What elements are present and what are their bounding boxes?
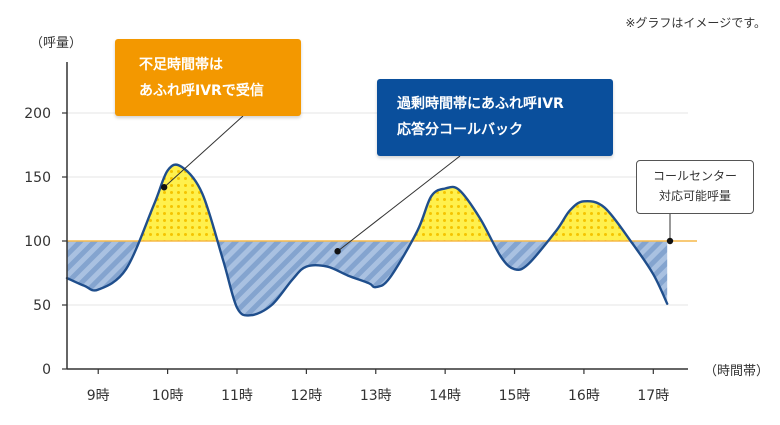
x-tick-label-17: 17時 xyxy=(637,388,669,404)
surplus-callout-line-2: 応答分コールバック xyxy=(397,122,523,138)
shortage-leader-line xyxy=(163,115,244,188)
x-tick-label-10: 10時 xyxy=(152,388,184,404)
surplus-marker-dot xyxy=(334,248,341,255)
y-tick-label-100: 100 xyxy=(24,234,51,250)
surplus-callout-line-1: 過剰時間帯にあふれ呼IVR xyxy=(397,96,564,112)
x-ticks: 9時 10時 11時 12時 13時 14時 15時 16時 17時 xyxy=(87,369,669,404)
shortage-marker-dot xyxy=(160,184,168,191)
shortage-callout-line-1: 不足時間帯は xyxy=(139,57,223,73)
shortage-area xyxy=(67,241,668,316)
capacity-legend-line-1: コールセンター xyxy=(652,169,737,183)
x-tick-label-12: 12時 xyxy=(290,388,322,404)
surplus-leader-line xyxy=(337,155,461,252)
shortage-callout-line-2: あふれ呼IVRで受信 xyxy=(139,83,264,99)
surplus-area xyxy=(67,164,668,241)
y-tick-label-50: 50 xyxy=(33,298,51,314)
x-tick-label-9: 9時 xyxy=(87,388,110,404)
y-tick-label-0: 0 xyxy=(42,362,51,378)
x-tick-label-14: 14時 xyxy=(429,388,461,404)
capacity-legend-box: コールセンター 対応可能呼量 xyxy=(636,160,754,214)
capacity-marker-dot xyxy=(666,237,674,245)
disclaimer-note: ※グラフはイメージです。 xyxy=(625,16,766,30)
x-tick-label-16: 16時 xyxy=(568,388,600,404)
capacity-legend-line-2: 対応可能呼量 xyxy=(658,189,731,203)
x-axis-label: （時間帯） xyxy=(704,364,769,379)
x-tick-label-13: 13時 xyxy=(360,388,392,404)
y-axis-label: （呼量） xyxy=(30,36,82,51)
call-volume-line xyxy=(65,163,669,317)
y-tick-label-200: 200 xyxy=(24,106,51,122)
callout-leaders xyxy=(160,115,674,255)
y-tick-label-150: 150 xyxy=(24,170,51,186)
y-ticks: 0 50 100 150 200 xyxy=(24,106,67,378)
x-tick-label-15: 15時 xyxy=(499,388,531,404)
surplus-callout: 過剰時間帯にあふれ呼IVR 応答分コールバック xyxy=(377,79,613,156)
shortage-callout: 不足時間帯は あふれ呼IVRで受信 xyxy=(115,39,301,116)
x-tick-label-11: 11時 xyxy=(221,388,253,404)
